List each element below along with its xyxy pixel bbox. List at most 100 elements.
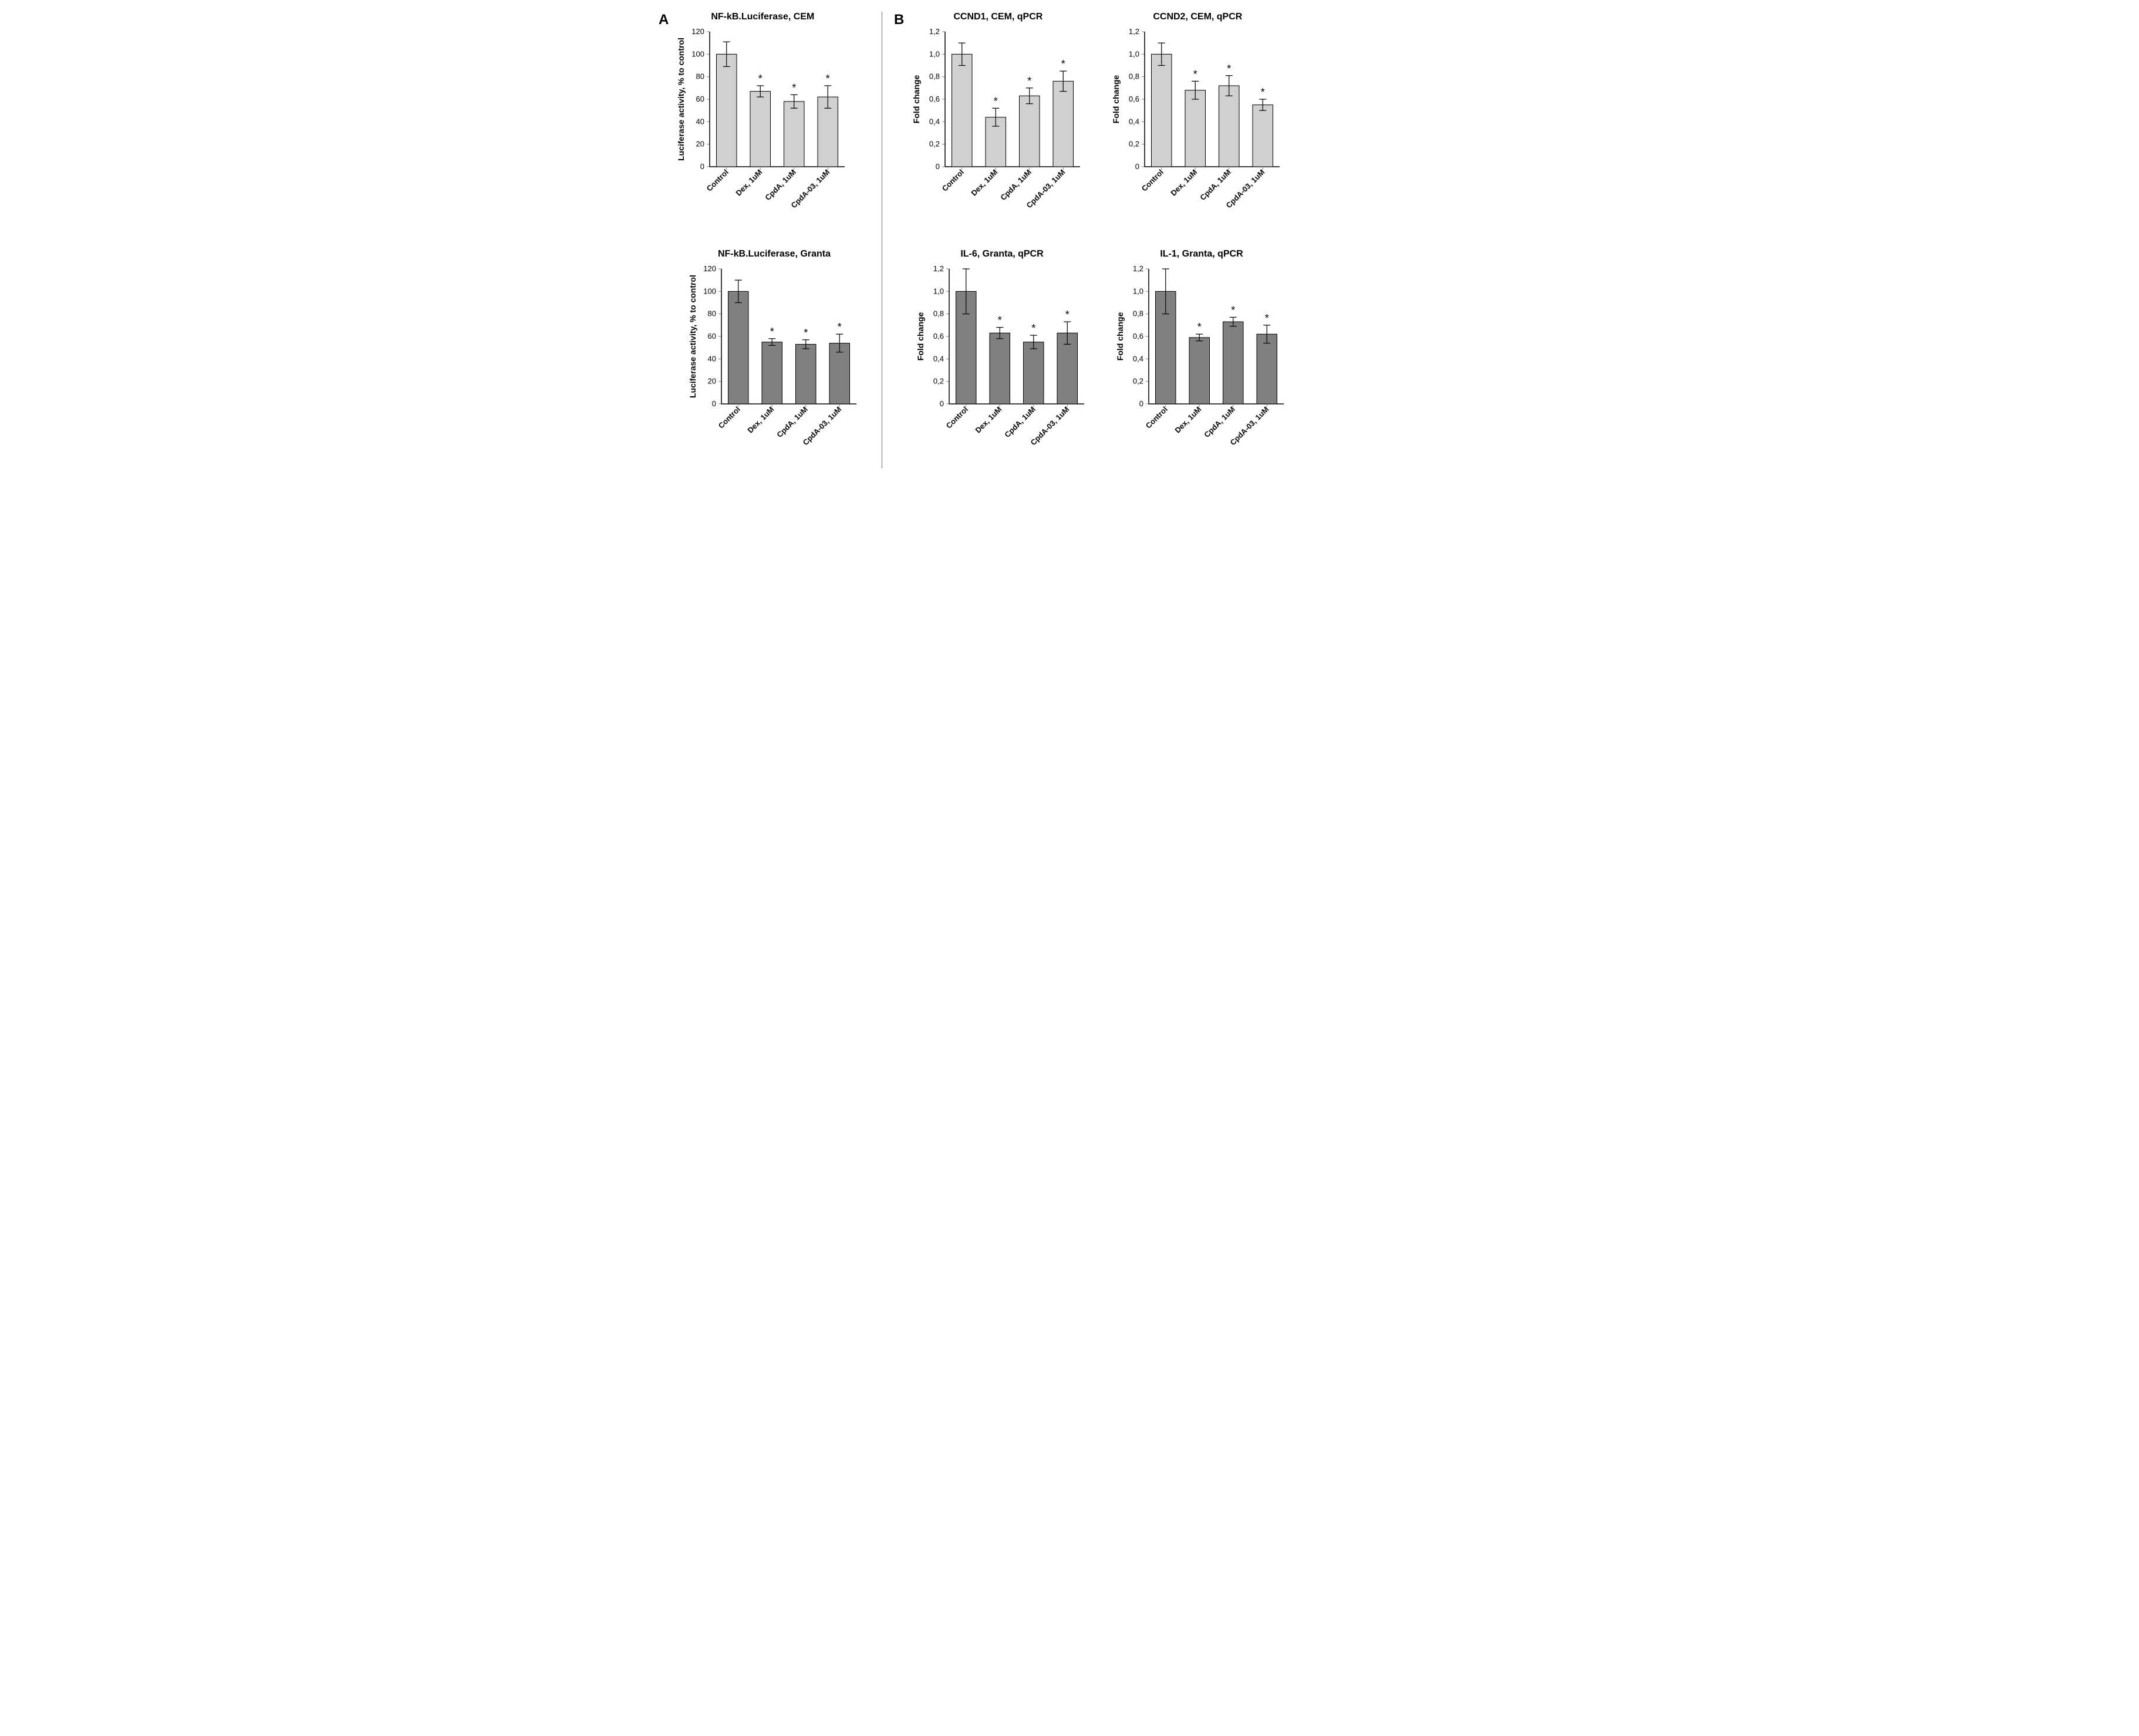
svg-text:*: * bbox=[826, 73, 830, 85]
svg-text:0: 0 bbox=[936, 162, 940, 171]
svg-text:CpdA, 1uM: CpdA, 1uM bbox=[1003, 405, 1037, 440]
svg-text:*: * bbox=[1065, 309, 1070, 321]
chart-il6-wrap: IL-6, Granta, qPCR 00,20,40,60,81,01,2Co… bbox=[914, 249, 1090, 468]
panel-b-header: B CCND1, CEM, qPCR 0 0,2 0,4 0,6 0,8 1,0 1,2 Co… bbox=[894, 12, 1480, 231]
svg-text:*: * bbox=[1031, 322, 1035, 334]
panel-b-letter: B bbox=[894, 12, 904, 28]
svg-text:CpdA, 1uM: CpdA, 1uM bbox=[775, 405, 809, 440]
chart-ccnd2: 00,20,40,60,81,01,2Control*Dex, 1uM*CpdA… bbox=[1109, 26, 1286, 231]
chart-nfkb-granta-wrap: NF-kB.Luciferase, Granta 020406080100120… bbox=[679, 249, 870, 468]
svg-text:Fold change: Fold change bbox=[912, 75, 921, 124]
chart-il1-wrap: IL-1, Granta, qPCR 00,20,40,60,81,01,2Co… bbox=[1114, 249, 1290, 468]
chart-nfkb-cem-title: NF-kB.Luciferase, CEM bbox=[711, 12, 814, 22]
svg-text:80: 80 bbox=[708, 309, 716, 318]
svg-text:Dex, 1uM: Dex, 1uM bbox=[1173, 405, 1203, 435]
svg-text:Control: Control bbox=[705, 168, 730, 193]
svg-text:0,6: 0,6 bbox=[933, 332, 944, 341]
svg-text:*: * bbox=[1231, 304, 1235, 316]
svg-text:120: 120 bbox=[692, 27, 705, 36]
panel-a-header: A NF-kB.Luciferase, CEM 020406080100120C… bbox=[659, 12, 870, 231]
svg-text:*: * bbox=[1061, 58, 1065, 70]
svg-text:Dex, 1uM: Dex, 1uM bbox=[745, 405, 775, 435]
svg-text:1,2: 1,2 bbox=[1129, 27, 1139, 36]
svg-text:Dex, 1uM: Dex, 1uM bbox=[973, 405, 1003, 435]
svg-text:0: 0 bbox=[712, 399, 716, 408]
svg-text:1,0: 1,0 bbox=[1133, 286, 1143, 295]
svg-text:1,0: 1,0 bbox=[929, 49, 940, 58]
svg-text:0,6: 0,6 bbox=[1133, 332, 1143, 341]
svg-text:1,2: 1,2 bbox=[933, 264, 944, 273]
svg-text:0: 0 bbox=[940, 399, 944, 408]
svg-text:60: 60 bbox=[708, 332, 716, 341]
figure: A NF-kB.Luciferase, CEM 0 20 40 60 80 100 120 C… bbox=[653, 0, 1486, 480]
svg-text:Fold change: Fold change bbox=[1111, 75, 1121, 124]
svg-text:60: 60 bbox=[696, 95, 704, 103]
chart-il1: 00,20,40,60,81,01,2Control*Dex, 1uM*CpdA… bbox=[1114, 263, 1290, 468]
svg-text:0,6: 0,6 bbox=[1129, 95, 1139, 103]
svg-text:0,8: 0,8 bbox=[929, 72, 940, 81]
svg-text:Fold change: Fold change bbox=[916, 312, 925, 361]
svg-text:*: * bbox=[1227, 63, 1232, 75]
svg-text:1,0: 1,0 bbox=[933, 286, 944, 295]
svg-text:*: * bbox=[998, 315, 1002, 326]
svg-text:*: * bbox=[804, 327, 808, 339]
svg-text:40: 40 bbox=[696, 117, 704, 126]
svg-text:Dex, 1uM: Dex, 1uM bbox=[970, 168, 1000, 198]
svg-text:0,2: 0,2 bbox=[929, 140, 940, 149]
svg-text:*: * bbox=[1028, 75, 1032, 87]
svg-text:0,8: 0,8 bbox=[1133, 309, 1143, 318]
svg-text:0,4: 0,4 bbox=[933, 354, 944, 363]
chart-nfkb-granta-title: NF-kB.Luciferase, Granta bbox=[718, 249, 831, 259]
svg-text:CpdA, 1uM: CpdA, 1uM bbox=[764, 168, 798, 203]
svg-text:0: 0 bbox=[700, 162, 704, 171]
svg-text:Dex, 1uM: Dex, 1uM bbox=[734, 168, 764, 198]
chart-nfkb-cem-wrap: NF-kB.Luciferase, CEM 020406080100120Con… bbox=[674, 12, 851, 231]
svg-text:0,4: 0,4 bbox=[1133, 354, 1143, 363]
svg-text:0,2: 0,2 bbox=[1129, 140, 1139, 149]
svg-text:Control: Control bbox=[717, 405, 742, 430]
panel-a-letter: A bbox=[659, 12, 669, 28]
svg-text:*: * bbox=[1265, 312, 1269, 324]
svg-text:100: 100 bbox=[692, 49, 705, 58]
chart-il1-title: IL-1, Granta, qPCR bbox=[1160, 249, 1243, 259]
svg-text:*: * bbox=[994, 95, 998, 107]
chart-ccnd2-wrap: CCND2, CEM, qPCR 00,20,40,60,81,01,2Cont… bbox=[1109, 12, 1286, 231]
svg-text:Control: Control bbox=[1144, 405, 1169, 430]
svg-text:Luciferase activity, % to cont: Luciferase activity, % to control bbox=[676, 38, 686, 161]
svg-text:Control: Control bbox=[1140, 168, 1165, 193]
panel-b-row-0: CCND1, CEM, qPCR 0 0,2 0,4 0,6 0,8 1,0 1,2 Cont… bbox=[910, 12, 1286, 231]
svg-text:CpdA, 1uM: CpdA, 1uM bbox=[999, 168, 1034, 203]
panel-b-row-1: IL-6, Granta, qPCR 00,20,40,60,81,01,2Co… bbox=[914, 249, 1480, 468]
svg-text:0,4: 0,4 bbox=[929, 117, 940, 126]
svg-text:*: * bbox=[770, 326, 774, 338]
svg-text:*: * bbox=[1193, 68, 1197, 80]
svg-text:Luciferase activity, % to cont: Luciferase activity, % to control bbox=[688, 275, 697, 398]
svg-text:80: 80 bbox=[696, 72, 704, 81]
chart-ccnd2-title: CCND2, CEM, qPCR bbox=[1153, 12, 1242, 22]
svg-text:1,2: 1,2 bbox=[929, 27, 940, 36]
svg-text:120: 120 bbox=[703, 264, 716, 273]
svg-text:0,6: 0,6 bbox=[929, 95, 940, 103]
svg-text:Control: Control bbox=[944, 405, 970, 430]
svg-text:0,4: 0,4 bbox=[1129, 117, 1139, 126]
svg-text:Dex, 1uM: Dex, 1uM bbox=[1169, 168, 1199, 198]
svg-text:1,0: 1,0 bbox=[1129, 49, 1139, 58]
panel-b: B CCND1, CEM, qPCR 0 0,2 0,4 0,6 0,8 1,0 1,2 Co… bbox=[894, 12, 1480, 468]
chart-ccnd1-title: CCND1, CEM, qPCR bbox=[953, 12, 1042, 22]
svg-text:40: 40 bbox=[708, 354, 716, 363]
chart-ccnd1: 0 0,2 0,4 0,6 0,8 1,0 1,2 Control * Dex, 1uM * CpdA… bbox=[910, 26, 1086, 231]
svg-text:20: 20 bbox=[708, 377, 716, 386]
chart-nfkb-cem: 020406080100120Control*Dex, 1uM*CpdA, 1u… bbox=[674, 26, 851, 231]
svg-text:Control: Control bbox=[940, 168, 966, 193]
svg-text:0: 0 bbox=[1139, 399, 1143, 408]
svg-text:0,2: 0,2 bbox=[1133, 377, 1143, 386]
chart-nfkb-granta: 020406080100120Control*Dex, 1uM*CpdA, 1u… bbox=[686, 263, 862, 468]
panel-a: A NF-kB.Luciferase, CEM 0 20 40 60 80 100 120 C… bbox=[659, 12, 870, 468]
svg-text:*: * bbox=[792, 82, 797, 93]
svg-text:0,8: 0,8 bbox=[933, 309, 944, 318]
chart-il6: 00,20,40,60,81,01,2Control*Dex, 1uM*CpdA… bbox=[914, 263, 1090, 468]
svg-text:0,8: 0,8 bbox=[1129, 72, 1139, 81]
svg-text:CpdA, 1uM: CpdA, 1uM bbox=[1202, 405, 1237, 440]
svg-text:Fold change: Fold change bbox=[1115, 312, 1125, 361]
chart-ccnd1-wrap: CCND1, CEM, qPCR 0 0,2 0,4 0,6 0,8 1,0 1,2 Cont… bbox=[910, 12, 1086, 231]
